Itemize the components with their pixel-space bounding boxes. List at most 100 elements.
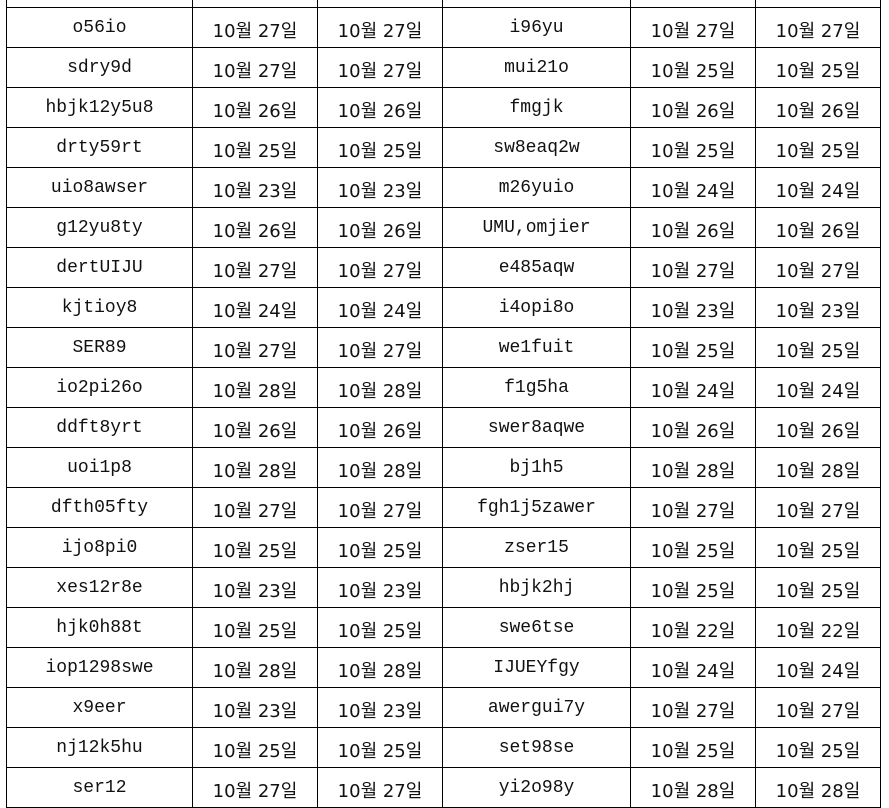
cell-date-b1[interactable]: 10월 26일 — [630, 407, 756, 448]
cell-date-b1[interactable]: 10월 27일 — [630, 687, 756, 728]
cell-date-a1[interactable]: 10월 23일 — [192, 567, 318, 608]
cell-code-b[interactable]: f1g5ha — [442, 367, 631, 408]
cell-code-b[interactable]: hbjk2hj — [442, 567, 631, 608]
cell-date-b1[interactable]: 10월 26일 — [630, 207, 756, 248]
cell-date-b2[interactable]: 10월 27일 — [755, 487, 881, 528]
cell-date-b1[interactable]: 10월 25일 — [630, 327, 756, 368]
cell-code-b[interactable]: awergui7y — [442, 687, 631, 728]
cell-code-a[interactable]: ijo8pi0 — [6, 527, 193, 568]
cell-date-b2[interactable]: 10월 25일 — [755, 527, 881, 568]
cell-date-b1[interactable]: 10월 25일 — [630, 527, 756, 568]
cell-date-b2[interactable]: 10월 26일 — [755, 207, 881, 248]
cell-date-b2[interactable]: 10월 25일 — [755, 127, 881, 168]
cell-date-a2[interactable]: 10월 28일 — [317, 447, 443, 488]
cell-date-b1[interactable]: 10월 22일 — [630, 607, 756, 648]
cell-code-b[interactable]: m26yuio — [442, 167, 631, 208]
cell-code-a[interactable]: ddft8yrt — [6, 407, 193, 448]
cell-code-b[interactable]: swer8aqwe — [442, 407, 631, 448]
cell-code-a[interactable]: g12yu8ty — [6, 207, 193, 248]
cell-date-a2[interactable]: 10월 27일 — [317, 47, 443, 88]
cell-date-a1[interactable]: 10월 27일 — [192, 767, 318, 808]
cell-date-a1[interactable]: 10월 23일 — [192, 687, 318, 728]
cell-date-a2[interactable]: 10월 25일 — [317, 527, 443, 568]
cell-date-a2[interactable]: 10월 27일 — [317, 327, 443, 368]
cell-date-a1[interactable]: 10월 24일 — [192, 287, 318, 328]
cell-date-a1[interactable]: 10월 27일 — [192, 47, 318, 88]
cell-date-a1[interactable]: 10월 25일 — [192, 127, 318, 168]
cell-date-a1[interactable]: 10월 25일 — [192, 607, 318, 648]
cell-date-a1[interactable]: 10월 25일 — [192, 527, 318, 568]
cell-date-a2[interactable]: 10월 27일 — [317, 7, 443, 48]
cell-date-b2[interactable]: 10월 24일 — [755, 167, 881, 208]
cell-date-b1[interactable]: 10월 23일 — [630, 287, 756, 328]
cell-date-a1[interactable]: 10월 26일 — [192, 87, 318, 128]
cell-code-a[interactable]: io2pi26o — [6, 367, 193, 408]
cell-code-a[interactable]: o56io — [6, 7, 193, 48]
cell-date-a2[interactable]: 10월 26일 — [317, 87, 443, 128]
cell-code-a[interactable]: nj12k5hu — [6, 727, 193, 768]
cell-date-b2[interactable]: 10월 24일 — [755, 647, 881, 688]
cell-date-b2[interactable]: 10월 24일 — [755, 367, 881, 408]
cell-date-b2[interactable]: 10월 28일 — [755, 767, 881, 808]
cell-date-a2[interactable]: 10월 23일 — [317, 567, 443, 608]
cell-date-b1[interactable]: 10월 27일 — [630, 487, 756, 528]
cell-code-b[interactable]: IJUEYfgy — [442, 647, 631, 688]
cell-date-a2[interactable]: 10월 26일 — [317, 207, 443, 248]
cell-date-b1[interactable]: 10월 28일 — [630, 767, 756, 808]
cell-code-b[interactable]: e485aqw — [442, 247, 631, 288]
cell-code-b[interactable]: fmgjk — [442, 87, 631, 128]
cell-date-a1[interactable]: 10월 28일 — [192, 647, 318, 688]
cell-date-b1[interactable]: 10월 25일 — [630, 47, 756, 88]
cell-date-a1[interactable]: 10월 23일 — [192, 167, 318, 208]
cell-code-b[interactable]: UMU,omjier — [442, 207, 631, 248]
cell-date-b1[interactable]: 10월 27일 — [630, 7, 756, 48]
cell-date-a1[interactable]: 10월 27일 — [192, 247, 318, 288]
cell-date-b2[interactable]: 10월 22일 — [755, 607, 881, 648]
cell-code-a[interactable]: iop1298swe — [6, 647, 193, 688]
cell-code-b[interactable]: yi2o98y — [442, 767, 631, 808]
cell-date-b2[interactable]: 10월 27일 — [755, 7, 881, 48]
cell-date-b1[interactable]: 10월 27일 — [630, 247, 756, 288]
cell-date-b1[interactable]: 10월 25일 — [630, 567, 756, 608]
cell-date-b2[interactable]: 10월 26일 — [755, 407, 881, 448]
cell-date-a1[interactable]: 10월 27일 — [192, 487, 318, 528]
cell-date-a2[interactable]: 10월 27일 — [317, 487, 443, 528]
cell-date-a2[interactable]: 10월 23일 — [317, 687, 443, 728]
cell-date-b1[interactable]: 10월 25일 — [630, 727, 756, 768]
cell-date-a1[interactable]: 10월 27일 — [192, 327, 318, 368]
cell-date-b1[interactable]: 10월 24일 — [630, 647, 756, 688]
cell-date-a1[interactable]: 10월 28일 — [192, 367, 318, 408]
cell-date-b1[interactable]: 10월 25일 — [630, 127, 756, 168]
cell-code-a[interactable]: kjtioy8 — [6, 287, 193, 328]
cell-date-b2[interactable]: 10월 28일 — [755, 447, 881, 488]
cell-date-b1[interactable]: 10월 28일 — [630, 447, 756, 488]
cell-code-b[interactable]: zser15 — [442, 527, 631, 568]
cell-date-b2[interactable]: 10월 27일 — [755, 247, 881, 288]
cell-date-b2[interactable]: 10월 27일 — [755, 687, 881, 728]
cell-date-b1[interactable]: 10월 24일 — [630, 367, 756, 408]
cell-code-a[interactable]: dertUIJU — [6, 247, 193, 288]
cell-code-b[interactable]: sw8eaq2w — [442, 127, 631, 168]
cell-date-a2[interactable]: 10월 28일 — [317, 367, 443, 408]
cell-date-a2[interactable]: 10월 27일 — [317, 247, 443, 288]
cell-date-a1[interactable]: 10월 26일 — [192, 207, 318, 248]
cell-date-b2[interactable]: 10월 25일 — [755, 47, 881, 88]
cell-date-a1[interactable]: 10월 25일 — [192, 727, 318, 768]
cell-date-b2[interactable]: 10월 25일 — [755, 327, 881, 368]
cell-code-b[interactable]: swe6tse — [442, 607, 631, 648]
cell-code-b[interactable]: we1fuit — [442, 327, 631, 368]
cell-date-a1[interactable]: 10월 28일 — [192, 447, 318, 488]
cell-code-a[interactable]: dfth05fty — [6, 487, 193, 528]
cell-date-a2[interactable]: 10월 23일 — [317, 167, 443, 208]
cell-date-a2[interactable]: 10월 28일 — [317, 647, 443, 688]
cell-date-b2[interactable]: 10월 25일 — [755, 727, 881, 768]
cell-code-a[interactable]: SER89 — [6, 327, 193, 368]
cell-date-a2[interactable]: 10월 27일 — [317, 767, 443, 808]
cell-date-a2[interactable]: 10월 24일 — [317, 287, 443, 328]
cell-code-a[interactable]: hbjk12y5u8 — [6, 87, 193, 128]
cell-code-a[interactable]: ser12 — [6, 767, 193, 808]
cell-code-a[interactable]: uoi1p8 — [6, 447, 193, 488]
cell-code-a[interactable]: xes12r8e — [6, 567, 193, 608]
cell-code-b[interactable]: fgh1j5zawer — [442, 487, 631, 528]
cell-code-b[interactable]: i4opi8o — [442, 287, 631, 328]
